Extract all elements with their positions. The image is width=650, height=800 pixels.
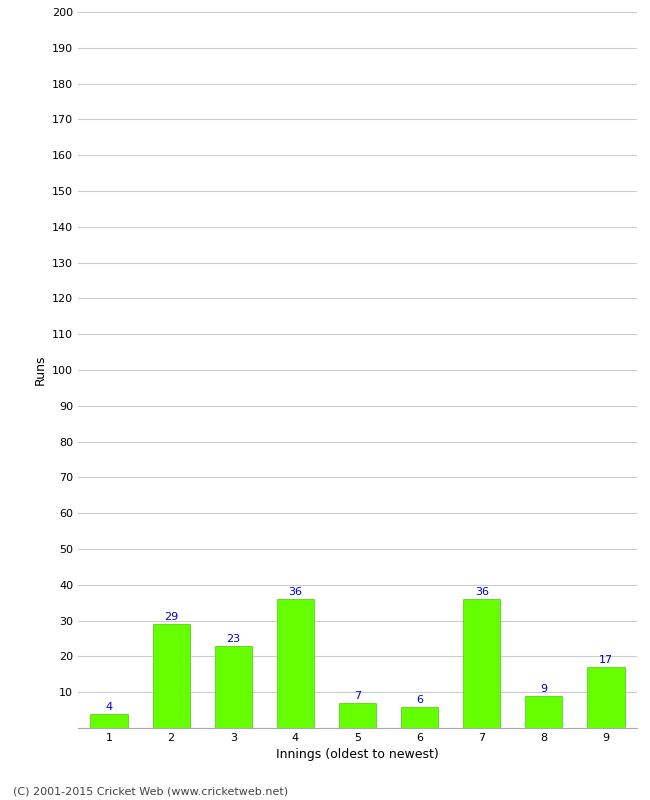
- Bar: [277, 599, 314, 728]
- Bar: [588, 667, 625, 728]
- Bar: [525, 696, 562, 728]
- Text: 36: 36: [289, 587, 302, 598]
- Text: 7: 7: [354, 691, 361, 701]
- Bar: [90, 714, 127, 728]
- Text: 6: 6: [416, 694, 423, 705]
- Y-axis label: Runs: Runs: [33, 354, 46, 386]
- Text: 29: 29: [164, 612, 178, 622]
- Text: 23: 23: [226, 634, 240, 644]
- Bar: [463, 599, 500, 728]
- Text: 36: 36: [474, 587, 489, 598]
- Text: (C) 2001-2015 Cricket Web (www.cricketweb.net): (C) 2001-2015 Cricket Web (www.cricketwe…: [13, 786, 288, 796]
- Text: 17: 17: [599, 655, 613, 666]
- Bar: [214, 646, 252, 728]
- Bar: [153, 624, 190, 728]
- X-axis label: Innings (oldest to newest): Innings (oldest to newest): [276, 749, 439, 762]
- Text: 9: 9: [540, 684, 547, 694]
- Bar: [401, 706, 438, 728]
- Text: 4: 4: [105, 702, 112, 712]
- Bar: [339, 703, 376, 728]
